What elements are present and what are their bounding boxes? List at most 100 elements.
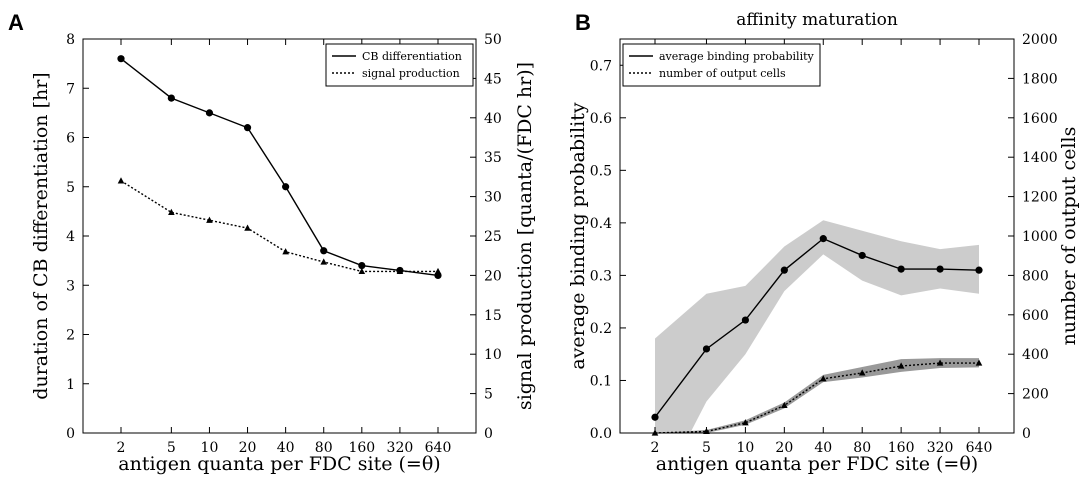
y2-axis-label: number of output cells	[1058, 127, 1080, 346]
legend-label: CB differentiation	[362, 50, 462, 63]
data-point	[741, 316, 750, 324]
data-point	[168, 208, 175, 215]
chart-title: affinity maturation	[736, 10, 898, 30]
data-point	[936, 359, 944, 366]
data-point	[975, 359, 983, 366]
y2-tick-label: 35	[484, 150, 502, 166]
x-tick-label: 40	[814, 440, 832, 456]
x-tick-label: 320	[927, 440, 954, 456]
y2-tick-label: 10	[484, 347, 502, 363]
y-tick-label: 8	[66, 32, 75, 48]
y-tick-label: 0.4	[590, 216, 612, 232]
legend-label: number of output cells	[659, 67, 786, 80]
y2-tick-label: 20	[484, 268, 502, 284]
x-tick-label: 5	[167, 440, 176, 456]
y-tick-label: 0.0	[590, 426, 612, 442]
data-point	[651, 429, 659, 436]
data-point	[858, 251, 866, 260]
y-tick-label: 2	[66, 328, 75, 344]
y-tick-label: 5	[66, 180, 75, 196]
x-tick-label: 80	[315, 440, 333, 456]
x-axis-label: antigen quanta per FDC site (=θ)	[656, 453, 978, 475]
y2-tick-label: 0	[1022, 426, 1031, 442]
y2-tick-label: 1400	[1022, 150, 1058, 166]
data-point	[396, 267, 404, 275]
y-tick-label: 1	[66, 377, 75, 393]
y2-axis-label: signal production [quanta/(FDC hr)]	[514, 62, 536, 410]
confidence-band-1	[655, 220, 979, 433]
data-point	[244, 224, 251, 231]
legend: average binding probability number of out…	[622, 43, 821, 87]
y-axis-label: average binding probability	[567, 102, 589, 370]
y2-tick-label: 25	[484, 229, 502, 245]
data-point	[781, 401, 788, 409]
y2-tick-label: 800	[1022, 268, 1049, 284]
data-point	[117, 55, 125, 63]
data-point	[819, 375, 827, 382]
data-point	[320, 247, 328, 255]
data-point	[358, 261, 366, 270]
x-tick-label: 320	[387, 440, 414, 456]
data-point	[780, 266, 788, 274]
x-tick-label: 640	[425, 440, 452, 456]
y2-tick-label: 50	[484, 32, 502, 48]
x-tick-label: 160	[888, 440, 915, 456]
x-tick-label: 20	[775, 440, 793, 456]
y2-tick-label: 5	[484, 387, 493, 403]
legend-label: average binding probability	[659, 50, 815, 63]
y2-tick-label: 1200	[1022, 190, 1058, 206]
y-tick-label: 0.2	[590, 321, 612, 337]
confidence-band-2	[655, 358, 979, 433]
y-tick-label: 0.5	[590, 163, 612, 179]
data-point	[205, 109, 214, 117]
data-point	[206, 216, 213, 223]
x-tick-label: 2	[651, 440, 660, 456]
x-tick-label: 160	[348, 440, 375, 456]
data-point	[703, 427, 710, 435]
data-point	[936, 265, 944, 273]
y2-tick-label: 1800	[1022, 71, 1058, 87]
y2-tick-label: 1600	[1022, 111, 1058, 127]
x-tick-label: 20	[239, 440, 257, 456]
x-tick-label: 80	[853, 440, 871, 456]
data-point	[702, 345, 711, 353]
y2-tick-label: 15	[484, 308, 502, 324]
y2-tick-label: 30	[484, 190, 502, 206]
data-point	[651, 413, 659, 421]
data-point	[320, 258, 328, 265]
y2-tick-label: 45	[484, 71, 502, 87]
y2-tick-label: 1000	[1022, 229, 1058, 245]
x-tick-label: 10	[201, 440, 219, 456]
chart-panel-A: 2 5 10 20 40 80 160 320 640012345678051015202530…	[8, 10, 536, 475]
data-point	[282, 248, 289, 255]
y-tick-label: 0	[66, 426, 75, 442]
data-point	[167, 94, 175, 102]
data-point	[358, 267, 366, 275]
y2-tick-label: 400	[1022, 347, 1049, 363]
x-tick-label: 10	[736, 440, 754, 456]
data-point	[819, 235, 827, 243]
x-axis-label: antigen quanta per FDC site (=θ)	[118, 453, 440, 475]
data-point	[282, 183, 290, 191]
y2-tick-label: 200	[1022, 387, 1049, 403]
panel-label: B	[575, 10, 591, 35]
y2-tick-label: 600	[1022, 308, 1049, 324]
data-point	[858, 369, 866, 376]
y-tick-label: 7	[66, 81, 75, 97]
data-point	[742, 419, 749, 426]
chart-panel-B: 2 5 10 20 40 80 160 320 640 0.0 0.1 0.2 0.3 0.4 0.5 0.6…	[567, 10, 1080, 475]
y-tick-label: 0.7	[590, 58, 612, 74]
data-point	[434, 267, 442, 275]
y2-tick-label: 40	[484, 111, 502, 127]
data-point	[975, 266, 983, 274]
y2-tick-label: 2000	[1022, 32, 1058, 48]
series-line-1	[120, 58, 439, 277]
legend-label: signal production	[362, 67, 460, 80]
x-tick-label: 5	[702, 440, 711, 456]
y-tick-label: 0.6	[590, 111, 612, 127]
x-tick-label: 40	[277, 440, 295, 456]
panel-label: A	[8, 10, 24, 35]
y2-tick-label: 0	[484, 426, 493, 442]
data-point	[897, 265, 905, 273]
